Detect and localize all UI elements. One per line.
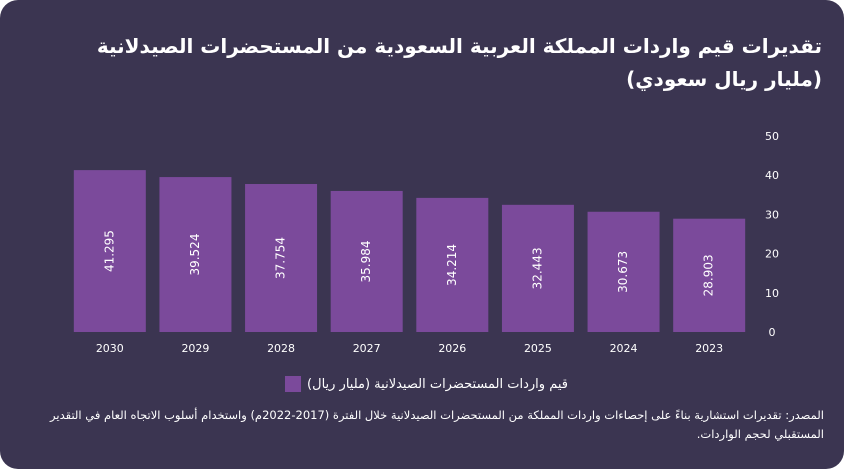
bar-value-label: 41.295	[102, 230, 116, 272]
x-tick-label: 2027	[353, 342, 381, 355]
bar-value-label: 28.903	[702, 254, 716, 296]
y-tick-label: 0	[769, 326, 776, 339]
bar-value-label: 34.214	[445, 244, 459, 286]
x-tick-label: 2026	[438, 342, 466, 355]
bar	[416, 197, 489, 332]
bar-value-label: 32.443	[530, 247, 544, 289]
bar-value-label: 37.754	[274, 237, 288, 279]
y-tick-label: 50	[765, 130, 779, 143]
x-tick-label: 2024	[610, 342, 638, 355]
bar	[159, 177, 232, 332]
bar-value-label: 39.524	[188, 234, 202, 276]
y-tick-label: 20	[765, 248, 779, 261]
chart-title: تقديرات قيم واردات المملكة العربية السعو…	[96, 34, 822, 91]
x-tick-label: 2023	[695, 342, 723, 355]
y-tick-label: 40	[765, 169, 779, 182]
y-tick-label: 30	[765, 208, 779, 221]
y-tick-label: 10	[765, 287, 779, 300]
x-tick-label: 2029	[181, 342, 209, 355]
bar-value-label: 30.673	[616, 251, 630, 293]
bar-value-label: 35.984	[359, 240, 373, 282]
bar	[587, 211, 660, 332]
x-tick-label: 2025	[524, 342, 552, 355]
bar	[673, 218, 746, 332]
legend-label: قيم واردات المستحضرات الصيدلانية (مليار …	[307, 376, 568, 392]
bar	[73, 170, 146, 332]
source-note: المصدر: تقديرات استشارية بناءً على إحصاء…	[50, 408, 824, 441]
bar	[330, 190, 403, 332]
x-tick-label: 2028	[267, 342, 295, 355]
bar	[245, 184, 318, 332]
legend-swatch	[285, 376, 302, 392]
legend: قيم واردات المستحضرات الصيدلانية (مليار …	[285, 376, 568, 392]
x-tick-label: 2030	[96, 342, 124, 355]
bar	[501, 204, 574, 332]
